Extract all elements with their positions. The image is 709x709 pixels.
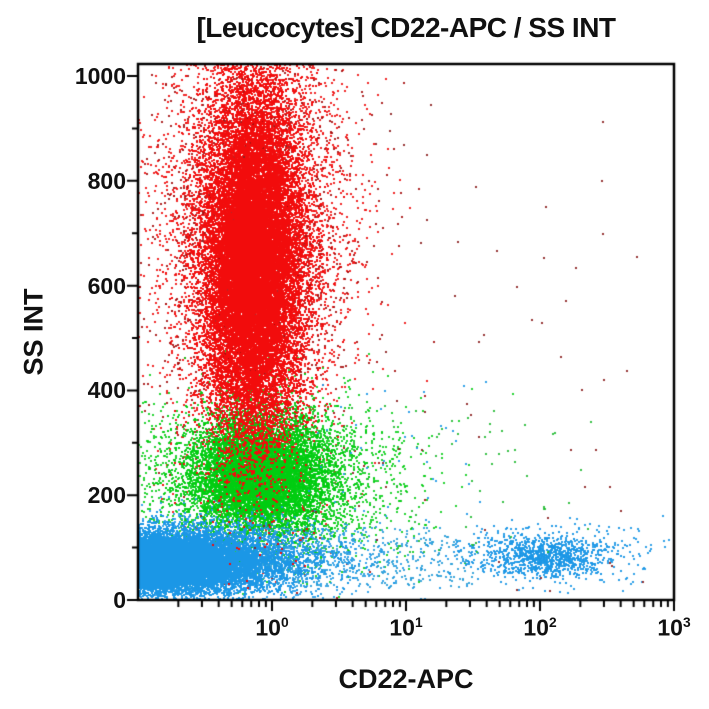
y-axis-label: SS INT [18, 288, 49, 376]
x-tick-label: 103 [657, 614, 691, 641]
x-tick-label: 102 [523, 614, 557, 641]
x-tick-label: 100 [255, 614, 289, 641]
plot-title: [Leucocytes] CD22-APC / SS INT [196, 12, 616, 43]
y-tick-label: 400 [87, 377, 126, 404]
x-axis-label: CD22-APC [338, 664, 474, 694]
y-tick-label: 0 [113, 587, 126, 613]
y-tick-label: 200 [87, 482, 126, 509]
y-tick-label: 800 [87, 167, 126, 194]
y-tick-label: 1000 [74, 63, 126, 90]
x-tick-label: 101 [389, 614, 423, 641]
y-tick-label: 600 [87, 272, 126, 299]
